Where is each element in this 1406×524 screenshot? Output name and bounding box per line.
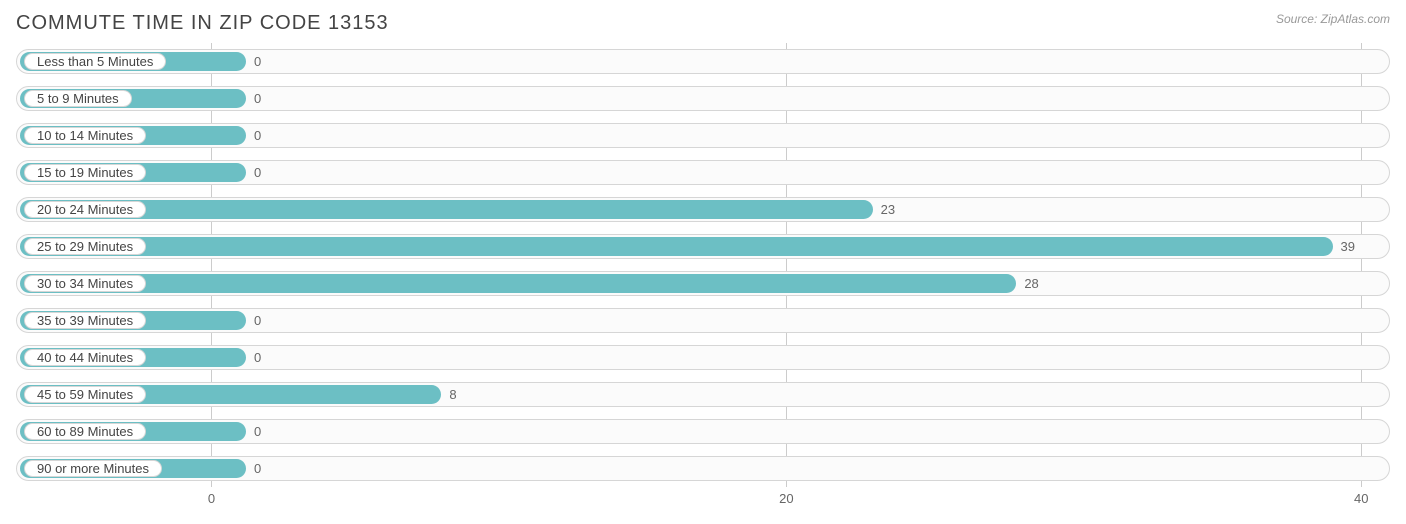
chart-plot: 0 Less than 5 Minutes 0 5 to 9 Minutes 0 10 t… — [16, 43, 1390, 487]
chart-bar — [20, 200, 873, 219]
chart-row: 0 40 to 44 Minutes — [16, 339, 1390, 376]
category-pill: 5 to 9 Minutes — [24, 90, 132, 107]
bar-value-label: 0 — [246, 80, 261, 117]
category-pill: 10 to 14 Minutes — [24, 127, 146, 144]
category-pill: 35 to 39 Minutes — [24, 312, 146, 329]
bar-value-label: 0 — [246, 117, 261, 154]
chart-row: 0 60 to 89 Minutes — [16, 413, 1390, 450]
category-pill: 15 to 19 Minutes — [24, 164, 146, 181]
chart-bar — [20, 274, 1016, 293]
category-pill: 40 to 44 Minutes — [24, 349, 146, 366]
chart-header: COMMUTE TIME IN ZIP CODE 13153 Source: Z… — [0, 0, 1406, 43]
chart-row: 8 45 to 59 Minutes — [16, 376, 1390, 413]
bar-value-label: 0 — [246, 339, 261, 376]
category-pill: 25 to 29 Minutes — [24, 238, 146, 255]
bar-value-label: 39 — [1333, 228, 1355, 265]
bar-value-label: 0 — [246, 302, 261, 339]
category-pill: 90 or more Minutes — [24, 460, 162, 477]
chart-row: 0 5 to 9 Minutes — [16, 80, 1390, 117]
category-pill: 20 to 24 Minutes — [24, 201, 146, 218]
bar-value-label: 8 — [441, 376, 456, 413]
chart-row: 0 15 to 19 Minutes — [16, 154, 1390, 191]
category-pill: 60 to 89 Minutes — [24, 423, 146, 440]
bar-value-label: 23 — [873, 191, 895, 228]
chart-row: 0 10 to 14 Minutes — [16, 117, 1390, 154]
category-pill: 30 to 34 Minutes — [24, 275, 146, 292]
x-axis-tick-label: 0 — [208, 491, 215, 506]
chart-area: 0 Less than 5 Minutes 0 5 to 9 Minutes 0 10 t… — [0, 43, 1406, 487]
bar-value-label: 28 — [1016, 265, 1038, 302]
bar-value-label: 0 — [246, 450, 261, 487]
chart-source: Source: ZipAtlas.com — [1276, 12, 1390, 26]
chart-row: 39 25 to 29 Minutes — [16, 228, 1390, 265]
bar-value-label: 0 — [246, 413, 261, 450]
chart-row: 28 30 to 34 Minutes — [16, 265, 1390, 302]
chart-bar — [20, 237, 1333, 256]
chart-row: 0 35 to 39 Minutes — [16, 302, 1390, 339]
x-axis: 0 20 40 — [16, 487, 1390, 511]
x-axis-tick-label: 20 — [779, 491, 793, 506]
x-axis-tick-label: 40 — [1354, 491, 1368, 506]
chart-row: 0 Less than 5 Minutes — [16, 43, 1390, 80]
bar-value-label: 0 — [246, 43, 261, 80]
bar-value-label: 0 — [246, 154, 261, 191]
chart-row: 23 20 to 24 Minutes — [16, 191, 1390, 228]
chart-row: 0 90 or more Minutes — [16, 450, 1390, 487]
chart-title: COMMUTE TIME IN ZIP CODE 13153 — [16, 12, 389, 35]
category-pill: Less than 5 Minutes — [24, 53, 166, 70]
category-pill: 45 to 59 Minutes — [24, 386, 146, 403]
